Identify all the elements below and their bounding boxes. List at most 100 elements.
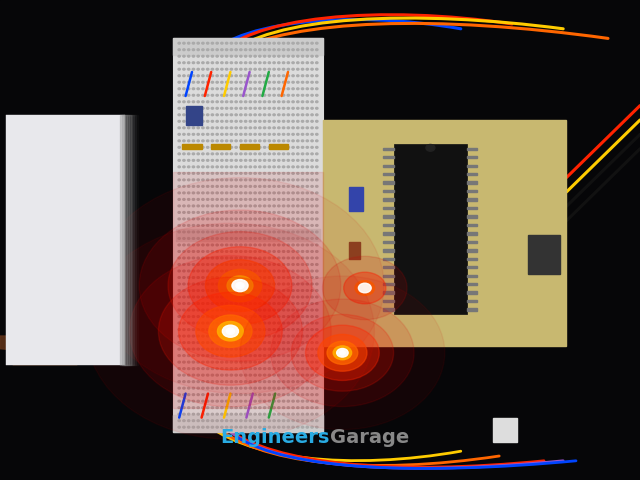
Circle shape bbox=[301, 120, 304, 122]
Circle shape bbox=[183, 49, 185, 50]
Circle shape bbox=[183, 374, 185, 376]
Circle shape bbox=[287, 133, 289, 135]
Circle shape bbox=[278, 140, 280, 142]
Circle shape bbox=[192, 146, 195, 148]
Circle shape bbox=[216, 172, 218, 174]
Circle shape bbox=[278, 199, 280, 200]
Circle shape bbox=[207, 316, 209, 317]
Circle shape bbox=[316, 55, 318, 57]
Circle shape bbox=[287, 140, 289, 142]
Circle shape bbox=[192, 166, 195, 168]
Circle shape bbox=[282, 55, 285, 57]
Circle shape bbox=[311, 231, 313, 233]
Circle shape bbox=[240, 140, 242, 142]
Bar bbox=[173, 172, 323, 408]
Circle shape bbox=[235, 335, 237, 337]
Circle shape bbox=[140, 210, 341, 361]
Circle shape bbox=[211, 322, 214, 324]
Circle shape bbox=[207, 394, 209, 396]
Circle shape bbox=[301, 82, 304, 83]
Circle shape bbox=[202, 82, 204, 83]
Circle shape bbox=[287, 303, 289, 304]
Circle shape bbox=[197, 329, 199, 330]
Circle shape bbox=[192, 283, 195, 285]
Circle shape bbox=[287, 166, 289, 168]
Circle shape bbox=[306, 355, 308, 357]
Circle shape bbox=[292, 251, 294, 252]
Circle shape bbox=[211, 218, 214, 220]
Circle shape bbox=[244, 172, 247, 174]
Circle shape bbox=[292, 120, 294, 122]
Circle shape bbox=[192, 75, 195, 77]
Circle shape bbox=[278, 172, 280, 174]
Circle shape bbox=[244, 316, 247, 317]
Circle shape bbox=[306, 49, 308, 50]
Circle shape bbox=[235, 251, 237, 252]
Circle shape bbox=[235, 140, 237, 142]
Circle shape bbox=[282, 95, 285, 96]
Circle shape bbox=[244, 289, 247, 291]
Circle shape bbox=[311, 296, 313, 298]
Circle shape bbox=[240, 179, 242, 181]
Circle shape bbox=[183, 199, 185, 200]
Circle shape bbox=[268, 316, 271, 317]
Circle shape bbox=[188, 146, 190, 148]
Bar bbox=[173, 38, 323, 432]
Circle shape bbox=[216, 381, 218, 383]
Circle shape bbox=[202, 238, 204, 240]
Circle shape bbox=[211, 159, 214, 161]
Circle shape bbox=[311, 270, 313, 272]
Circle shape bbox=[306, 413, 308, 415]
Circle shape bbox=[240, 62, 242, 63]
Circle shape bbox=[188, 329, 190, 330]
Bar bbox=[173, 415, 323, 432]
Circle shape bbox=[273, 95, 275, 96]
Circle shape bbox=[235, 264, 237, 265]
Circle shape bbox=[230, 426, 232, 428]
Circle shape bbox=[240, 289, 242, 291]
Circle shape bbox=[306, 335, 308, 337]
Circle shape bbox=[216, 368, 218, 370]
Circle shape bbox=[292, 316, 294, 317]
Circle shape bbox=[268, 146, 271, 148]
Circle shape bbox=[282, 348, 285, 350]
Circle shape bbox=[264, 114, 266, 116]
Circle shape bbox=[282, 381, 285, 383]
Circle shape bbox=[178, 342, 180, 344]
Circle shape bbox=[230, 244, 232, 246]
Circle shape bbox=[178, 212, 180, 213]
Circle shape bbox=[188, 225, 190, 226]
Circle shape bbox=[287, 62, 289, 63]
Circle shape bbox=[316, 192, 318, 194]
Circle shape bbox=[221, 426, 223, 428]
Circle shape bbox=[207, 348, 209, 350]
Bar bbox=[528, 235, 560, 274]
Circle shape bbox=[225, 205, 228, 207]
Circle shape bbox=[211, 257, 214, 259]
Circle shape bbox=[230, 95, 232, 96]
Circle shape bbox=[178, 49, 180, 50]
Circle shape bbox=[211, 374, 214, 376]
Circle shape bbox=[278, 166, 280, 168]
Circle shape bbox=[264, 218, 266, 220]
Circle shape bbox=[278, 114, 280, 116]
Bar bbox=[467, 207, 477, 209]
Circle shape bbox=[216, 205, 218, 207]
Circle shape bbox=[188, 309, 190, 311]
Circle shape bbox=[259, 309, 261, 311]
Circle shape bbox=[297, 179, 299, 181]
Circle shape bbox=[249, 62, 252, 63]
Circle shape bbox=[188, 101, 190, 103]
Circle shape bbox=[273, 62, 275, 63]
Circle shape bbox=[221, 355, 223, 357]
Circle shape bbox=[306, 42, 308, 44]
Circle shape bbox=[221, 231, 223, 233]
Circle shape bbox=[259, 413, 261, 415]
Bar bbox=[383, 232, 394, 235]
Circle shape bbox=[278, 153, 280, 155]
Circle shape bbox=[232, 279, 248, 292]
Circle shape bbox=[202, 114, 204, 116]
Circle shape bbox=[202, 335, 204, 337]
Circle shape bbox=[273, 225, 275, 226]
Circle shape bbox=[301, 426, 304, 428]
